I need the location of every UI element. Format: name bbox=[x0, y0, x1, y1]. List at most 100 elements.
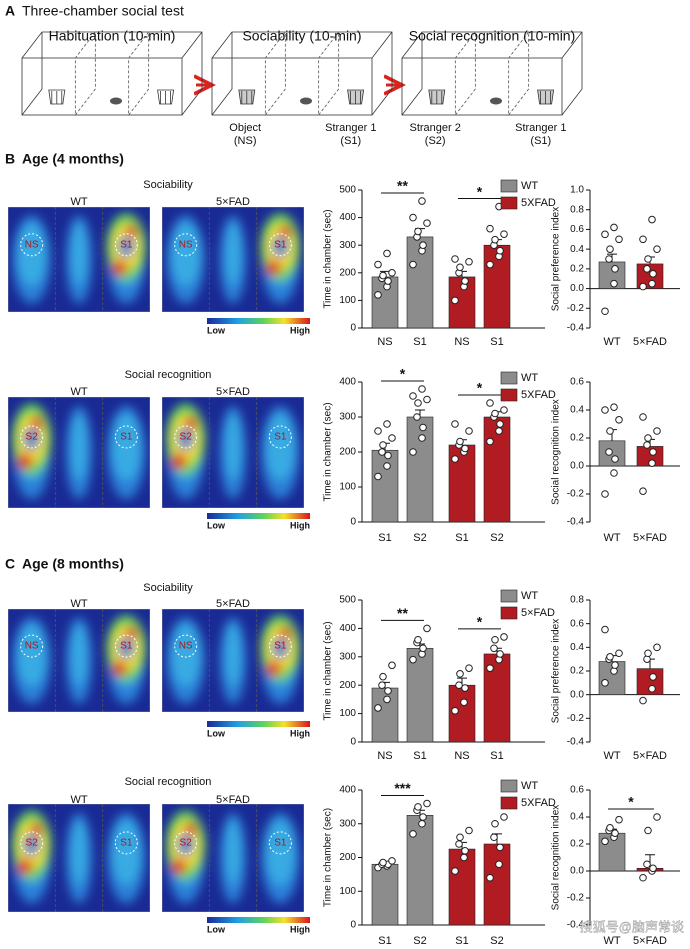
x-tick-label: WT bbox=[603, 935, 620, 947]
box-front bbox=[211, 57, 373, 116]
data-point bbox=[451, 706, 459, 715]
group-label: WT bbox=[70, 598, 87, 610]
data-point bbox=[374, 291, 382, 299]
y-tick-label: 400 bbox=[339, 623, 356, 634]
data-point bbox=[409, 448, 417, 456]
data-point bbox=[423, 799, 431, 808]
data-point bbox=[378, 448, 386, 456]
cup bbox=[238, 89, 256, 105]
y-tick-label: 300 bbox=[339, 651, 356, 662]
y-tick-label: -0.2 bbox=[567, 713, 585, 724]
heatmap: NS S1 bbox=[162, 207, 304, 312]
data-point bbox=[451, 867, 459, 875]
data-point bbox=[500, 633, 508, 641]
data-point bbox=[455, 840, 463, 848]
bar bbox=[406, 416, 434, 523]
data-point bbox=[388, 661, 396, 670]
heat-blobs bbox=[165, 810, 300, 904]
panel-title: Three-chamber social test bbox=[22, 3, 184, 19]
bar bbox=[371, 449, 399, 523]
significance-label: * bbox=[477, 183, 483, 199]
data-point bbox=[384, 277, 392, 285]
colorbar-low: Low bbox=[207, 520, 226, 530]
blob bbox=[111, 260, 127, 276]
data-point bbox=[639, 696, 647, 705]
colorbar-high: High bbox=[290, 728, 310, 738]
zone-circle bbox=[20, 233, 44, 257]
blob bbox=[119, 236, 134, 258]
cup bbox=[428, 89, 446, 105]
colorbar-high: High bbox=[290, 325, 310, 335]
phase-title: Sociability (10-min) bbox=[242, 28, 361, 44]
data-point bbox=[383, 695, 391, 704]
section-letter: B bbox=[5, 151, 15, 167]
zone-label: NS bbox=[179, 239, 193, 250]
heatmap: S2 S1 bbox=[8, 397, 150, 508]
data-point bbox=[460, 698, 468, 707]
data-point bbox=[644, 649, 652, 658]
mouse bbox=[300, 97, 312, 105]
data-point bbox=[611, 455, 619, 463]
bar bbox=[371, 687, 399, 743]
data-point bbox=[419, 241, 427, 249]
data-point bbox=[601, 837, 609, 846]
y-tick-label: 0.2 bbox=[570, 263, 584, 274]
data-point bbox=[374, 472, 382, 481]
significance-label: ** bbox=[397, 178, 408, 194]
data-point bbox=[423, 624, 431, 633]
y-tick-label: -0.2 bbox=[567, 303, 585, 314]
data-point bbox=[653, 245, 661, 253]
heatmap: NS S1 bbox=[8, 207, 150, 312]
blob bbox=[178, 834, 193, 856]
data-point bbox=[644, 434, 652, 442]
data-point bbox=[653, 643, 661, 652]
data-point bbox=[496, 420, 504, 428]
y-tick-label: 0.6 bbox=[570, 785, 584, 796]
data-point bbox=[644, 255, 652, 263]
x-tick-label: S1 bbox=[455, 935, 468, 947]
data-point bbox=[465, 257, 473, 266]
colorbar bbox=[207, 917, 310, 923]
data-point bbox=[451, 420, 459, 428]
heat-blobs bbox=[12, 615, 147, 704]
y-axis-label: Time in chamber (sec) bbox=[323, 808, 334, 907]
y-tick-label: 400 bbox=[339, 785, 356, 796]
significance-label: * bbox=[400, 366, 406, 382]
data-point bbox=[461, 684, 469, 692]
box-back bbox=[401, 31, 583, 116]
heatmap-title: Sociability bbox=[143, 582, 193, 594]
data-point bbox=[379, 441, 387, 449]
heat-blobs bbox=[166, 213, 301, 304]
data-point bbox=[648, 459, 656, 468]
y-tick-label: 0.0 bbox=[570, 283, 584, 294]
box-back bbox=[21, 31, 203, 116]
legend-swatch bbox=[500, 179, 518, 193]
bar bbox=[483, 416, 511, 523]
y-tick-label: 0.6 bbox=[570, 224, 584, 235]
blob bbox=[119, 637, 134, 659]
data-point bbox=[610, 403, 618, 412]
data-point bbox=[615, 416, 623, 424]
y-tick-label: 300 bbox=[339, 412, 356, 423]
y-tick-label: 0.4 bbox=[570, 244, 584, 255]
zone-label: S2 bbox=[26, 838, 39, 849]
data-point bbox=[611, 661, 619, 669]
data-point bbox=[486, 224, 494, 233]
zone-circle bbox=[268, 831, 292, 855]
data-point bbox=[456, 670, 464, 678]
colorbar bbox=[207, 721, 310, 727]
blob bbox=[111, 661, 127, 676]
data-point bbox=[639, 282, 647, 291]
x-tick-label: S1 bbox=[490, 750, 503, 762]
y-tick-label: 400 bbox=[339, 377, 356, 388]
blob bbox=[16, 453, 33, 470]
data-point bbox=[610, 279, 618, 288]
watermark: 搜狐号@脑声常谈 bbox=[580, 919, 684, 934]
y-tick-label: 0.4 bbox=[570, 405, 584, 416]
data-point bbox=[648, 684, 656, 693]
zone-label: S1 bbox=[274, 641, 287, 652]
legend-label: 5XFAD bbox=[521, 797, 556, 809]
x-tick-label: NS bbox=[454, 336, 469, 348]
phase-label: (NS) bbox=[234, 135, 257, 147]
legend-swatch bbox=[500, 779, 518, 793]
